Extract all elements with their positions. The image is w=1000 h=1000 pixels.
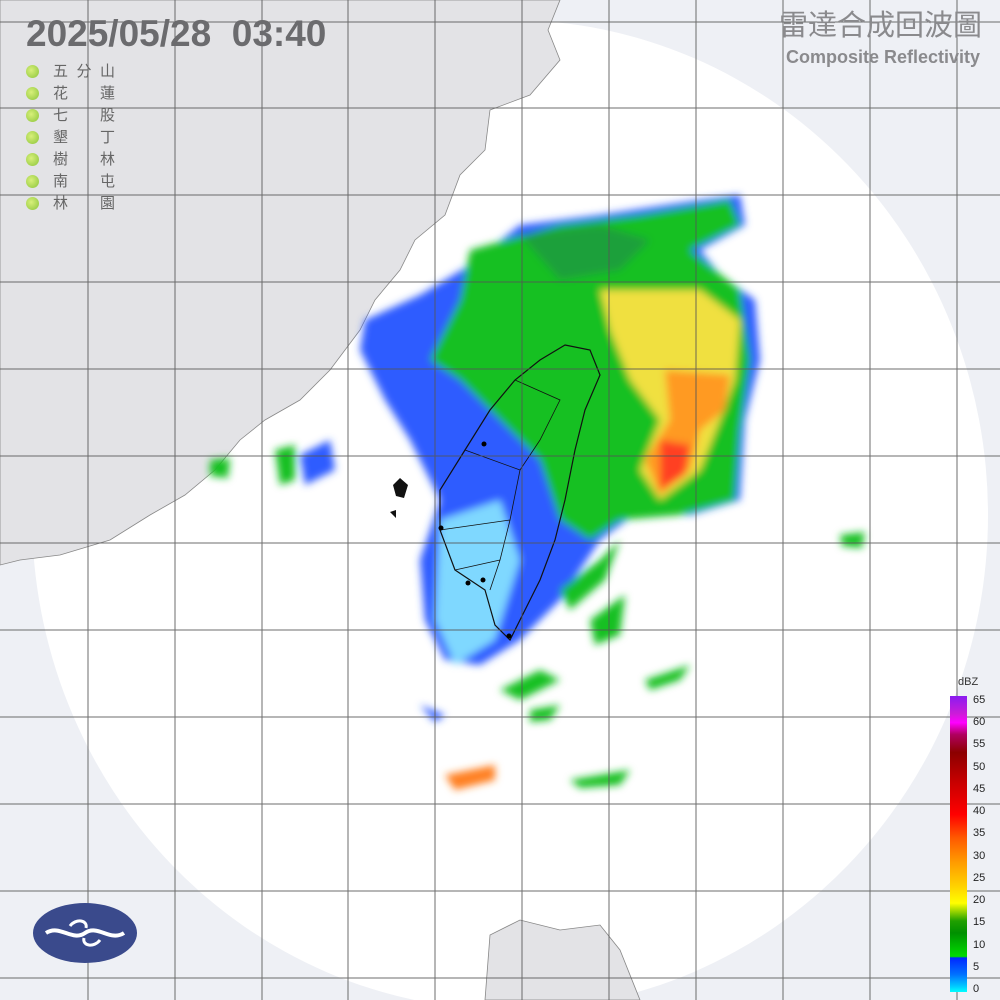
legend-tick: 60 (973, 716, 986, 728)
station-name-part: 五 (53, 62, 69, 80)
radar-site (506, 633, 512, 639)
legend-tick: 5 (973, 961, 980, 973)
radar-site (465, 580, 471, 586)
status-dot-icon (26, 130, 39, 144)
legend-tick: 25 (973, 872, 986, 884)
cwa-logo (33, 903, 137, 963)
status-dot-icon (26, 196, 39, 210)
station-name-part: 蓮 (99, 84, 115, 102)
legend-tick: 15 (973, 916, 986, 928)
station-item: 樹林 (26, 148, 115, 170)
status-dot-icon (26, 152, 39, 166)
station-name-part: 林 (99, 150, 115, 168)
radar-site (480, 577, 486, 583)
radar-site (438, 525, 444, 531)
station-name-part: 七 (53, 106, 69, 124)
station-item: 五分山 (26, 60, 115, 82)
legend-tick: 45 (973, 783, 986, 795)
station-name-part: 山 (99, 62, 115, 80)
radar-site (481, 441, 487, 447)
dbz-color-legend: dBZ 65 60 55 50 45 40 35 30 25 20 15 10 … (948, 676, 1000, 996)
legend-unit: dBZ (958, 676, 979, 688)
status-dot-icon (26, 64, 39, 78)
station-name-part: 墾 (53, 128, 69, 146)
radar-station-list: 五分山 花蓮 七股 墾丁 樹林 南屯 林園 (26, 60, 115, 214)
station-name-part: 分 (76, 62, 92, 80)
legend-tick: 20 (973, 894, 986, 906)
station-name-part: 樹 (53, 150, 69, 168)
station-item: 花蓮 (26, 82, 115, 104)
status-dot-icon (26, 86, 39, 100)
legend-tick: 55 (973, 738, 986, 750)
legend-tick: 10 (973, 939, 986, 951)
radar-echoes (210, 195, 865, 790)
station-item: 墾丁 (26, 126, 115, 148)
legend-tick: 65 (973, 694, 986, 706)
taiwan-outline (439, 344, 601, 642)
legend-tick: 35 (973, 827, 986, 839)
legend-color-bar (950, 696, 967, 992)
station-item: 南屯 (26, 170, 115, 192)
station-item: 七股 (26, 104, 115, 126)
station-name-part: 林 (53, 194, 69, 212)
station-name-part: 屯 (99, 172, 115, 190)
station-name-part: 花 (53, 84, 69, 102)
station-name-part: 園 (99, 194, 115, 212)
station-name-part: 南 (53, 172, 69, 190)
station-item: 林園 (26, 192, 115, 214)
county-borders (439, 379, 561, 591)
legend-tick: 50 (973, 761, 986, 773)
station-name-part: 丁 (99, 128, 115, 146)
penghu-islands (390, 478, 408, 518)
station-name-part: 股 (99, 106, 115, 124)
legend-tick: 30 (973, 850, 986, 862)
observation-timestamp: 2025/05/28 03:40 (26, 13, 327, 54)
status-dot-icon (26, 174, 39, 188)
legend-tick: 0 (973, 983, 980, 995)
status-dot-icon (26, 108, 39, 122)
southern-island (484, 919, 641, 1000)
map-title-english: Composite Reflectivity (785, 47, 980, 67)
legend-tick: 40 (973, 805, 986, 817)
map-title-chinese: 雷達合成回波圖 (778, 8, 982, 42)
